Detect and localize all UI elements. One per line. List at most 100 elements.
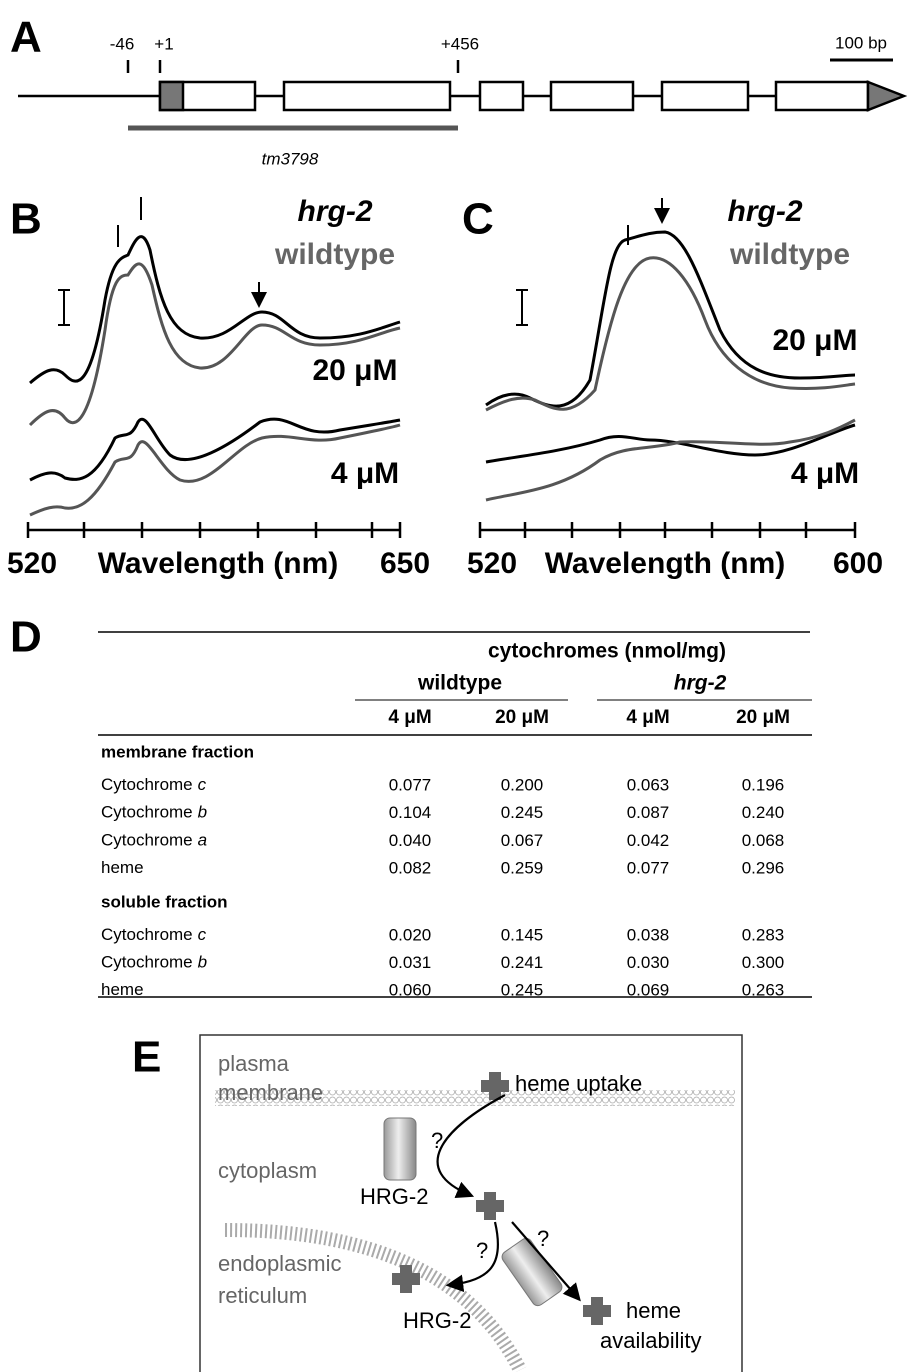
spectra	[26, 197, 402, 538]
cell-value: 0.020	[389, 925, 432, 944]
row-subtype: a	[198, 831, 207, 850]
process-label: heme	[626, 1298, 681, 1323]
axis-start: 520	[7, 547, 57, 580]
row-subtype: c	[198, 925, 207, 944]
region-label: reticulum	[218, 1283, 307, 1308]
position-label: +1	[154, 34, 173, 53]
row-label: Cytochrome c	[101, 775, 207, 794]
cell-value: 0.145	[501, 925, 544, 944]
cell-value: 0.240	[742, 803, 785, 822]
concentration-label: 4 μM	[791, 457, 859, 490]
row-name: Cytochrome	[101, 831, 193, 850]
cell-value: 0.245	[501, 803, 544, 822]
panel-label: C	[462, 195, 494, 244]
panel-label: A	[10, 13, 42, 62]
cell-value: 0.060	[389, 981, 432, 1000]
panel-label: E	[132, 1033, 161, 1082]
region-label: endoplasmic	[218, 1251, 342, 1276]
process-label: heme uptake	[515, 1071, 642, 1096]
legend-wildtype: wildtype	[274, 238, 395, 271]
concentration-label: 20 μM	[772, 324, 857, 357]
cell-value: 0.283	[742, 925, 785, 944]
column-header: 4 μM	[388, 707, 431, 728]
cell-value: 0.077	[389, 775, 432, 794]
panel-label: D	[10, 613, 42, 662]
cell-value: 0.067	[501, 831, 544, 850]
legend-mutant: hrg-2	[298, 195, 373, 228]
column-header: 20 μM	[736, 707, 790, 728]
position-label: +456	[441, 34, 479, 53]
gene-model	[18, 58, 907, 131]
cell-value: 0.042	[627, 831, 670, 850]
axis-title: Wavelength (nm)	[98, 547, 339, 580]
axis-title: Wavelength (nm)	[545, 547, 786, 580]
cell-value: 0.245	[501, 981, 544, 1000]
row-label: heme	[101, 981, 144, 1000]
row-name: heme	[101, 859, 144, 878]
column-header: 4 μM	[626, 707, 669, 728]
cell-value: 0.104	[389, 803, 432, 822]
table: 4 μM 20 μM 4 μM 20 μM membrane fraction Cytoc…	[101, 707, 790, 1000]
section-title: membrane fraction	[101, 742, 254, 761]
group-header: hrg-2	[674, 672, 727, 695]
group-header: wildtype	[417, 672, 502, 695]
cell-value: 0.031	[389, 953, 432, 972]
axis-start: 520	[467, 547, 517, 580]
protein-label: HRG-2	[403, 1308, 471, 1333]
row-subtype: b	[198, 953, 207, 972]
cell-value: 0.296	[742, 859, 785, 878]
row-name: Cytochrome	[101, 925, 193, 944]
cell-value: 0.082	[389, 859, 432, 878]
cell-value: 0.038	[627, 925, 670, 944]
legend-wildtype: wildtype	[729, 238, 850, 271]
question-mark: ?	[476, 1238, 488, 1263]
row-subtype: c	[198, 775, 207, 794]
cell-value: 0.200	[501, 775, 544, 794]
section-title: soluble fraction	[101, 892, 228, 911]
row-label: Cytochrome b	[101, 953, 207, 972]
row-subtype: b	[198, 803, 207, 822]
position-label: -46	[110, 34, 135, 53]
model-diagram	[199, 1034, 743, 1372]
question-mark: ?	[537, 1226, 549, 1251]
concentration-label: 4 μM	[331, 457, 399, 490]
row-name: heme	[101, 981, 144, 1000]
axis-end: 650	[380, 547, 430, 580]
cell-value: 0.040	[389, 831, 432, 850]
row-label: heme	[101, 859, 144, 878]
row-label: Cytochrome b	[101, 803, 207, 822]
row-name: Cytochrome	[101, 953, 193, 972]
cell-value: 0.069	[627, 981, 670, 1000]
allele-label: tm3798	[262, 149, 319, 168]
panel-label: B	[10, 195, 42, 244]
row-label: Cytochrome a	[101, 831, 207, 850]
column-header: 20 μM	[495, 707, 549, 728]
row-name: Cytochrome	[101, 775, 193, 794]
cell-value: 0.068	[742, 831, 785, 850]
table-header: cytochromes (nmol/mg)	[488, 640, 726, 663]
row-name: Cytochrome	[101, 803, 193, 822]
concentration-label: 20 μM	[312, 354, 397, 387]
scale-label: 100 bp	[835, 33, 887, 52]
question-mark: ?	[431, 1128, 443, 1153]
cell-value: 0.300	[742, 953, 785, 972]
spectra	[478, 198, 857, 538]
protein-label: HRG-2	[360, 1184, 428, 1209]
cell-value: 0.263	[742, 981, 785, 1000]
cell-value: 0.241	[501, 953, 544, 972]
cell-value: 0.087	[627, 803, 670, 822]
region-label: cytoplasm	[218, 1158, 317, 1183]
cell-value: 0.196	[742, 775, 785, 794]
cell-value: 0.030	[627, 953, 670, 972]
cell-value: 0.077	[627, 859, 670, 878]
axis-end: 600	[833, 547, 883, 580]
table-rules	[98, 631, 812, 998]
region-label: plasma	[218, 1051, 290, 1076]
legend-mutant: hrg-2	[728, 195, 803, 228]
row-label: Cytochrome c	[101, 925, 207, 944]
cell-value: 0.063	[627, 775, 670, 794]
process-label: availability	[600, 1328, 702, 1353]
region-label: membrane	[218, 1080, 323, 1105]
cell-value: 0.259	[501, 859, 544, 878]
